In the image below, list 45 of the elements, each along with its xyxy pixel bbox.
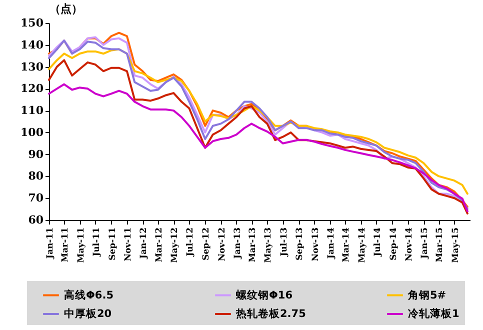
x-tick-label: Nov-12: [217, 227, 228, 262]
x-tick-label: May-15: [450, 227, 461, 263]
y-tick-label: 110: [20, 104, 44, 118]
y-tick-label: 60: [28, 214, 44, 226]
y-tick-label: 100: [20, 126, 44, 139]
line-series: [48, 83, 468, 212]
x-tick-label: Mar-12: [154, 227, 164, 262]
x-tick-label: Jan-11: [46, 227, 56, 260]
x-tick-label: Jan-13: [232, 227, 243, 260]
legend-label: 冷轧薄板1: [408, 307, 460, 320]
legend-label: 热轧卷板2.75: [235, 307, 306, 320]
x-tick-label: Nov-14: [404, 227, 414, 262]
x-tick-label: Jul-13: [279, 227, 290, 258]
x-tick-label: Nov-11: [123, 227, 134, 262]
x-tick-label: Jan-15: [420, 227, 430, 260]
legend-label: 中厚板20: [64, 307, 112, 320]
y-axis-title: （点）: [50, 2, 82, 16]
x-tick-label: Jul-14: [372, 227, 383, 258]
x-tick-label: Mar-11: [60, 227, 71, 262]
x-tick-label: Mar-15: [435, 227, 446, 262]
x-tick-label: Jul-11: [92, 227, 102, 258]
x-tick-label: Sep-13: [295, 227, 306, 260]
x-tick-label: Jan-14: [326, 227, 337, 260]
y-tick-label: 130: [20, 60, 44, 74]
x-tick-label: Sep-14: [388, 227, 399, 260]
legend-label: 角钢5#: [407, 288, 446, 302]
x-tick-label: Sep-12: [202, 227, 212, 260]
legend-label: 螺纹钢Φ16: [235, 288, 293, 302]
legend-label: 高线Φ6.5: [64, 288, 114, 302]
x-tick-label: May-11: [76, 227, 86, 263]
x-tick-label: Jul-12: [186, 227, 196, 258]
x-tick-label: May-14: [357, 227, 368, 263]
y-tick-label: 90: [28, 148, 44, 161]
x-tick-label: May-12: [170, 227, 180, 263]
y-tick-label: 120: [20, 82, 44, 96]
x-tick-label: May-13: [264, 227, 274, 263]
y-tick-label: 150: [20, 16, 44, 30]
x-tick-label: Sep-11: [108, 227, 118, 260]
x-tick-label: Mar-14: [342, 227, 352, 262]
y-tick-label: 140: [20, 38, 44, 52]
x-tick-label: Nov-13: [310, 227, 321, 262]
x-tick-label: Mar-13: [248, 227, 258, 262]
y-tick-label: 80: [28, 170, 44, 183]
y-tick-label: 70: [28, 192, 44, 205]
x-tick-label: Jan-12: [139, 227, 150, 260]
